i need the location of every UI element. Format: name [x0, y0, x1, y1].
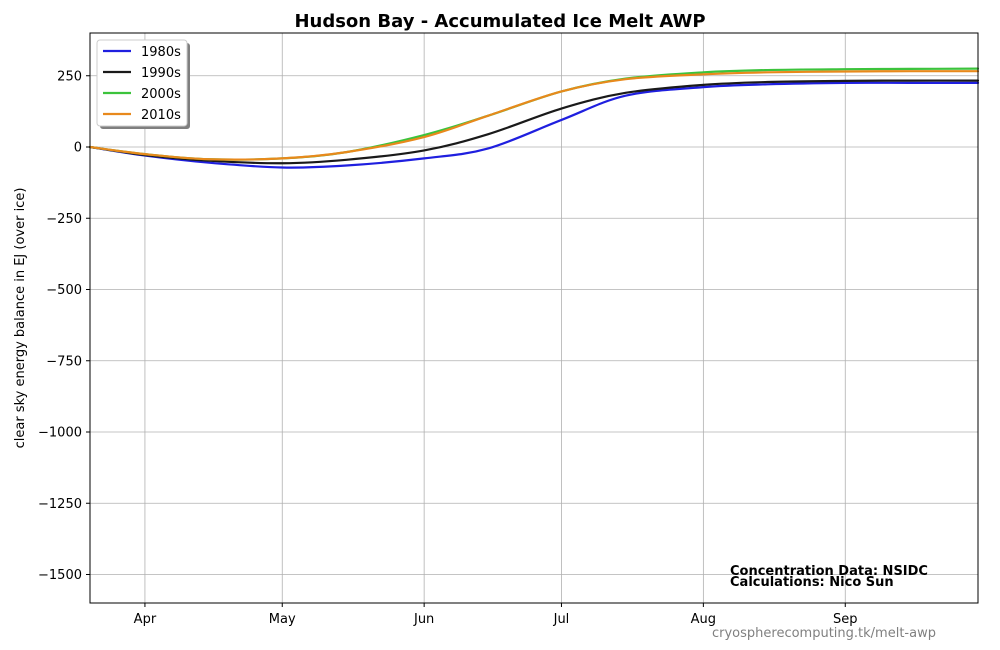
legend-label: 1990s [141, 66, 181, 81]
legend-label: 1980s [141, 45, 181, 60]
series-line-1980s [88, 81, 980, 169]
series-lines [88, 67, 980, 169]
legend-label: 2000s [141, 87, 181, 102]
y-tick-label: −1250 [38, 497, 82, 512]
y-tick-label: 0 [74, 141, 82, 156]
y-tick-label: −500 [46, 283, 82, 298]
x-tick-label: Aug [691, 612, 716, 627]
x-axis-ticks: Apr May Jun Jul Aug Sep [134, 603, 858, 627]
legend-box [96, 39, 188, 127]
x-tick-label: May [269, 612, 296, 627]
credit-data-source: Concentration Data: NSIDC [730, 564, 928, 579]
series-line-1990s [88, 79, 980, 165]
x-tick-label: Apr [134, 612, 157, 627]
grid [90, 33, 978, 603]
plot-frame [89, 32, 979, 604]
footer-url: cryospherecomputing.tk/melt-awp [712, 626, 936, 641]
y-tick-label: −750 [46, 354, 82, 369]
y-axis-ticks: 250 0 −250 −500 −750 −1000 −1250 −1500 [38, 69, 90, 583]
x-tick-label: Jul [553, 612, 570, 627]
series-line-2010s [88, 70, 980, 161]
y-tick-label: −1000 [38, 426, 82, 441]
credit-calculations: Calculations: Nico Sun [730, 575, 894, 590]
y-axis-label: clear sky energy balance in EJ (over ice… [13, 188, 28, 449]
y-tick-label: 250 [57, 69, 82, 84]
y-tick-label: −1500 [38, 568, 82, 583]
chart-title: Hudson Bay - Accumulated Ice Melt AWP [294, 11, 705, 32]
y-tick-label: −250 [46, 212, 82, 227]
x-tick-label: Jun [413, 612, 434, 627]
x-tick-label: Sep [833, 612, 858, 627]
legend-label: 2010s [141, 108, 181, 123]
legend: 1980s 1990s 2000s 2010s [96, 39, 190, 129]
